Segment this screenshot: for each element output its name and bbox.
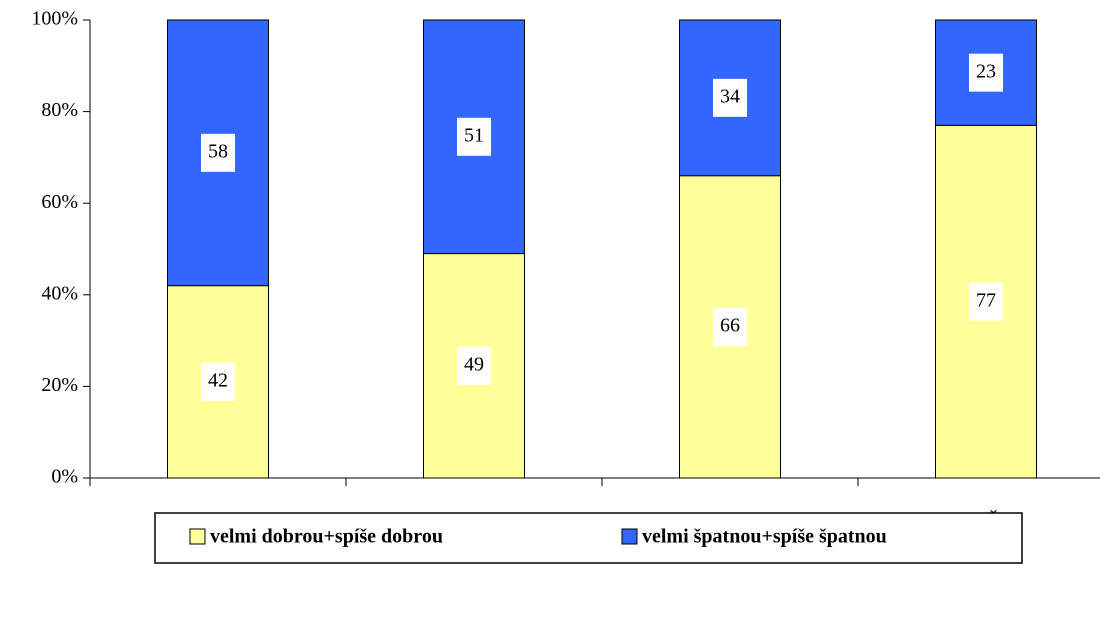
legend-swatch: [189, 528, 206, 545]
legend-label: velmi špatnou+spíše špatnou: [642, 526, 887, 548]
y-tick-label: 60%: [41, 191, 78, 213]
legend-swatch: [621, 528, 638, 545]
value-label-box: [201, 133, 235, 172]
value-label-box: [969, 282, 1003, 321]
value-label-box: [969, 53, 1003, 92]
value-label: 42: [208, 369, 228, 391]
value-label-box: [713, 307, 747, 346]
value-label-box: [713, 78, 747, 117]
value-label: 66: [720, 314, 740, 336]
value-label: 23: [976, 60, 996, 82]
value-label-box: [457, 117, 491, 156]
y-tick-label: 0%: [51, 466, 78, 488]
value-label-box: [201, 362, 235, 401]
value-label: 58: [208, 140, 228, 162]
y-tick-label: 40%: [41, 282, 78, 304]
y-tick-label: 100%: [31, 8, 78, 30]
legend-label: velmi dobrou+spíše dobrou: [210, 526, 443, 548]
value-label: 51: [464, 124, 484, 146]
value-label: 49: [464, 353, 484, 375]
value-label: 34: [720, 85, 740, 107]
legend-box: [154, 512, 1023, 564]
value-label-box: [457, 346, 491, 385]
value-label: 77: [976, 289, 996, 311]
y-tick-label: 80%: [41, 99, 78, 121]
y-tick-label: 20%: [41, 374, 78, 396]
